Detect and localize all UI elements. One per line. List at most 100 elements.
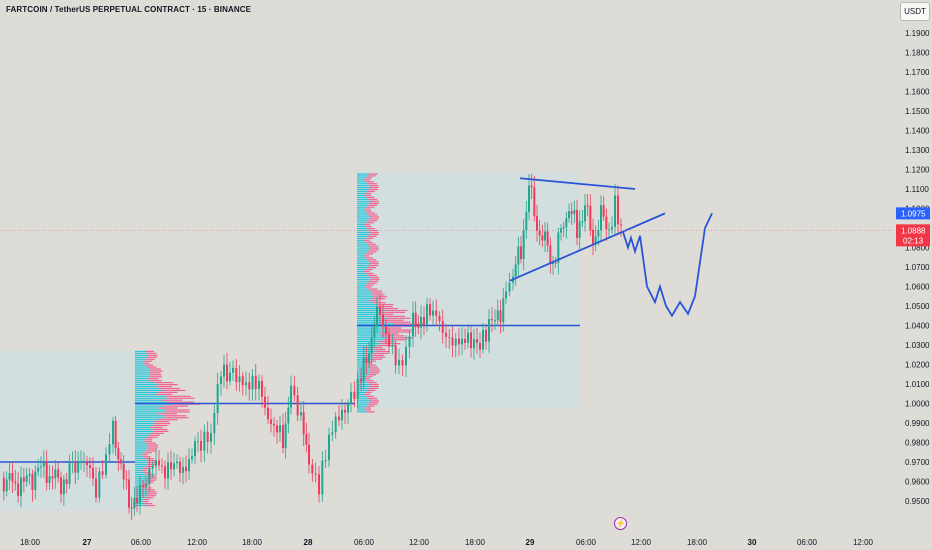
volume-profile-down-bar xyxy=(372,348,386,351)
volume-profile-down-bar xyxy=(142,485,148,487)
trendline-support xyxy=(509,212,666,282)
volume-profile-down-bar xyxy=(158,391,178,393)
volume-profile-up-bar xyxy=(135,463,147,466)
candle-body xyxy=(203,431,206,451)
candle-body xyxy=(302,412,305,435)
candle-body xyxy=(130,507,133,509)
candle-body xyxy=(594,236,597,244)
volume-profile-down-bar xyxy=(364,210,372,212)
candle-body xyxy=(533,187,536,217)
volume-profile-down-bar xyxy=(369,385,380,388)
volume-profile-up-bar xyxy=(135,380,150,382)
candle-body xyxy=(173,463,175,470)
volume-profile-up-bar xyxy=(135,456,144,458)
volume-profile-down-bar xyxy=(147,448,158,450)
volume-profile-down-bar xyxy=(365,391,372,393)
candle-body xyxy=(451,337,454,346)
candle-body xyxy=(405,346,407,366)
volume-profile-up-bar xyxy=(135,421,154,423)
volume-profile-up-bar xyxy=(135,384,159,386)
projection-price-label-box xyxy=(896,207,930,220)
y-tick-label: 1.1300 xyxy=(905,146,930,155)
volume-profile-up-bar xyxy=(357,360,368,362)
volume-profile-down-bar xyxy=(156,382,174,384)
candle-body xyxy=(608,229,610,231)
volume-profile-up-bar xyxy=(357,280,369,282)
currency-button[interactable]: USDT xyxy=(900,2,930,21)
volume-profile-down-bar xyxy=(380,343,401,345)
y-tick-label: 0.9700 xyxy=(905,458,930,467)
candle-body xyxy=(112,420,114,445)
volume-profile-down-bar xyxy=(369,263,380,265)
volume-profile-down-bar xyxy=(366,380,374,382)
candle-body xyxy=(360,379,362,382)
candle-body xyxy=(514,264,517,277)
candle-body xyxy=(445,332,447,337)
volume-profile-down-bar xyxy=(165,411,191,413)
volume-profile-down-bar xyxy=(368,366,378,368)
candle-body xyxy=(206,431,209,442)
volume-profile-down-bar xyxy=(376,313,394,315)
volume-profile-down-bar xyxy=(145,489,155,491)
volume-profile-down-bar xyxy=(368,198,378,200)
volume-profile-down-bar xyxy=(145,497,154,499)
volume-profile-up-bar xyxy=(357,354,373,356)
volume-profile-up-bar xyxy=(135,504,147,507)
candle-body xyxy=(517,246,520,265)
candle-body xyxy=(270,419,272,424)
candle-body xyxy=(570,211,573,214)
candle-body xyxy=(210,433,212,442)
candle-body xyxy=(502,298,505,323)
volume-profile-up-bar xyxy=(135,465,146,468)
volume-profile-up-bar xyxy=(357,255,364,257)
volume-profile-down-bar xyxy=(367,251,377,253)
volume-profile-up-bar xyxy=(357,403,369,405)
candle-body xyxy=(565,218,568,228)
volume-profile-up-bar xyxy=(357,253,366,255)
volume-profile-down-bar xyxy=(384,339,407,341)
volume-profile-up-bar xyxy=(357,333,381,335)
candle-body xyxy=(284,423,287,449)
volume-profile-up-bar xyxy=(135,399,161,401)
volume-profile-down-bar xyxy=(158,407,178,409)
candle-body xyxy=(549,245,552,264)
candle-body xyxy=(429,304,431,316)
candle-body xyxy=(391,345,394,347)
volume-profile-down-bar xyxy=(369,401,379,403)
volume-profile-down-bar xyxy=(365,362,372,364)
volume-profile-down-bar xyxy=(366,206,375,208)
volume-profile-down-bar xyxy=(369,216,379,218)
volume-profile-up-bar xyxy=(357,237,367,239)
y-tick-label: 1.0500 xyxy=(905,302,930,311)
volume-profile-up-bar xyxy=(135,438,145,440)
candle-body xyxy=(373,326,376,338)
volume-profile-up-bar xyxy=(357,194,365,197)
volume-profile-up-bar xyxy=(357,401,370,403)
volume-profile-up-bar xyxy=(357,270,365,273)
volume-profile-up-bar xyxy=(357,235,368,237)
volume-profile-up-bar xyxy=(135,387,160,390)
lightning-icon[interactable]: ⚡ xyxy=(614,517,627,530)
volume-profile-up-bar xyxy=(357,327,382,329)
candle-body xyxy=(581,221,584,223)
volume-profile-down-bar xyxy=(370,346,383,349)
volume-profile-up-bar xyxy=(357,274,368,276)
candle-body xyxy=(57,469,60,478)
candle-body xyxy=(77,463,80,473)
volume-profile-down-bar xyxy=(367,228,376,230)
volume-profile-up-bar xyxy=(357,393,365,395)
volume-profile-up-bar xyxy=(135,401,168,403)
candle-body xyxy=(223,364,225,377)
volume-profile-down-bar xyxy=(146,479,157,481)
candle-body xyxy=(229,372,231,382)
volume-profile-down-bar xyxy=(366,181,374,183)
volume-profile-up-bar xyxy=(135,385,156,388)
volume-profile-down-bar xyxy=(369,247,379,249)
volume-profile-down-bar xyxy=(367,382,377,384)
volume-profile-down-bar xyxy=(365,253,373,255)
volume-profile-down-bar xyxy=(368,265,379,267)
volume-profile-up-bar xyxy=(357,224,365,226)
candle-body xyxy=(576,210,578,238)
volume-profile-up-bar xyxy=(135,424,153,427)
